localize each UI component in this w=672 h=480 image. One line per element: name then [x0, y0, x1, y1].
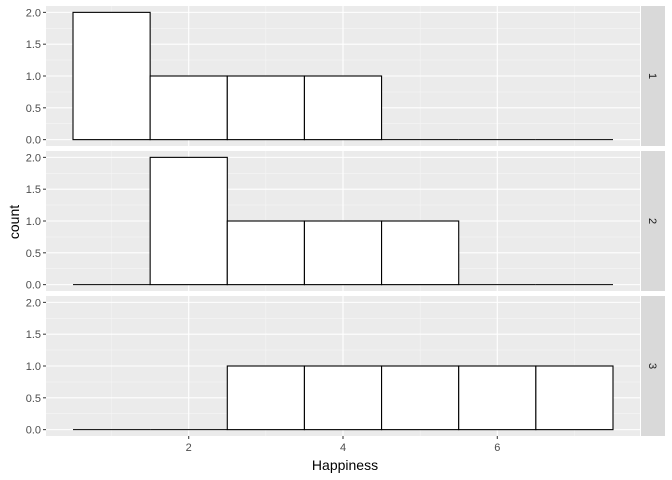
histogram-bar [226, 220, 305, 286]
facet-panel: 0.0 0.5 1.0 1.5 2.0 2 [26, 151, 665, 292]
x-axis: 2 4 6 [186, 436, 500, 454]
histogram-bar [226, 75, 305, 141]
x-tick-label: 6 [494, 442, 500, 454]
y-tick-label: 0.5 [26, 393, 41, 405]
y-tick-label: 2.0 [26, 7, 41, 19]
histogram-bar [381, 365, 460, 431]
facet-strip [641, 6, 665, 146]
y-tick-label: 2.0 [26, 297, 41, 309]
y-tick-label: 1.5 [26, 184, 41, 196]
histogram-bar [303, 220, 383, 286]
y-tick-label: 0.0 [26, 135, 41, 147]
facet-panel: 0.0 0.5 1.0 1.5 2.0 3 [26, 296, 665, 437]
histogram-bar [149, 75, 228, 141]
histogram-bar [303, 75, 383, 141]
facet-strip-label: 2 [646, 218, 658, 224]
facet-strip [641, 151, 665, 291]
histogram-bar [535, 365, 614, 431]
histogram-bar [149, 156, 228, 286]
facet-panel: 0.0 0.5 1.0 1.5 2.0 1 [26, 6, 665, 147]
y-tick-label: 1.0 [26, 71, 41, 83]
facet-strip [641, 296, 665, 436]
x-axis-title: Happiness [312, 457, 378, 473]
facet-strip-label: 1 [646, 73, 658, 79]
y-tick-label: 1.0 [26, 361, 41, 373]
y-tick-label: 0.0 [26, 425, 41, 437]
histogram-bar [381, 220, 460, 286]
histogram-bar [226, 365, 305, 431]
histogram-bar [72, 11, 151, 141]
histogram-bar [458, 365, 537, 431]
x-tick-label: 2 [186, 442, 192, 454]
y-tick-label: 1.5 [26, 39, 41, 51]
y-tick-label: 2.0 [26, 152, 41, 164]
y-tick-label: 0.5 [26, 248, 41, 260]
y-axis-title: count [6, 205, 22, 239]
histogram-bar [303, 365, 383, 431]
y-tick-label: 0.0 [26, 280, 41, 292]
facet-panels: 0.0 0.5 1.0 1.5 2.0 1 0.0 0.5 1.0 1.5 2.0 2 0.0 0.5 1.… [26, 6, 665, 454]
y-tick-label: 0.5 [26, 103, 41, 115]
x-tick-label: 4 [340, 442, 346, 454]
y-tick-label: 1.5 [26, 329, 41, 341]
y-tick-label: 1.0 [26, 216, 41, 228]
facet-strip-label: 3 [646, 363, 658, 369]
